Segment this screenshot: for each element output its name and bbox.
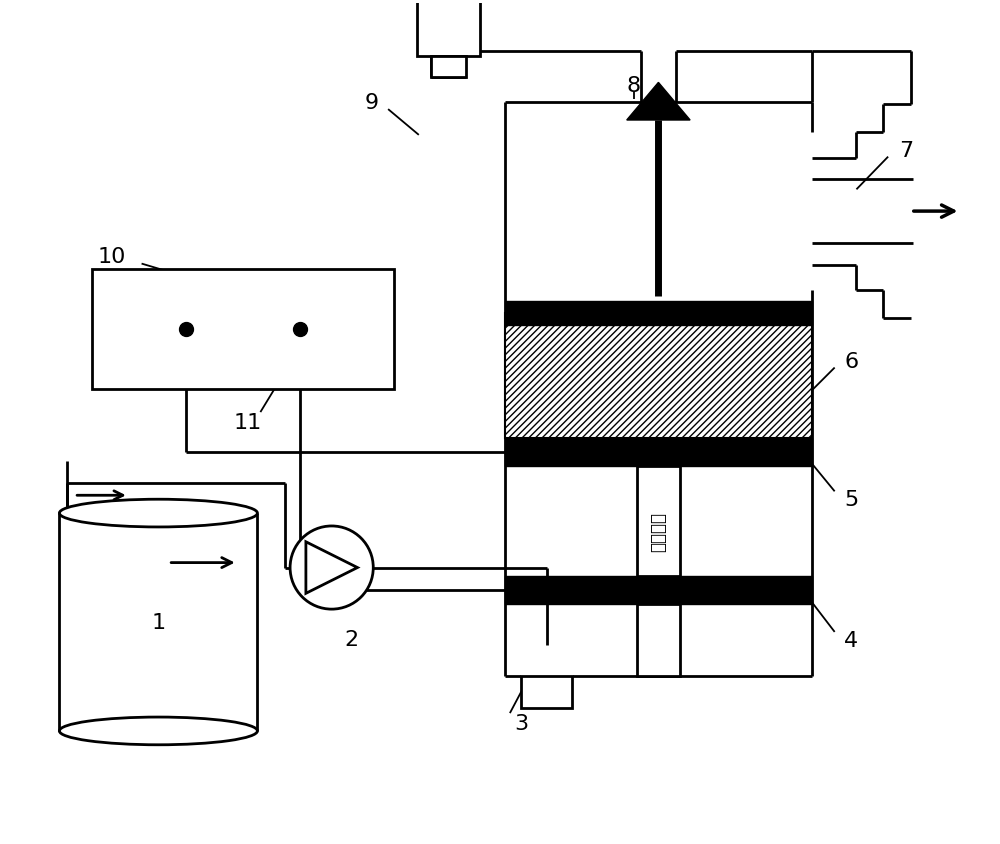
Text: 9: 9: [364, 93, 378, 113]
Text: 10: 10: [98, 246, 126, 267]
Text: 1: 1: [151, 612, 165, 632]
Bar: [431, 57, 466, 78]
Text: 3: 3: [515, 713, 529, 733]
Text: 水流方向: 水流方向: [649, 511, 667, 551]
Text: 8: 8: [627, 76, 641, 96]
Text: 4: 4: [844, 630, 859, 650]
Text: 7: 7: [899, 141, 913, 160]
Polygon shape: [627, 84, 690, 121]
Bar: [417, 0, 480, 57]
Bar: [92, 269, 394, 390]
Text: 11: 11: [233, 413, 262, 432]
Text: 6: 6: [844, 351, 859, 371]
Bar: [505, 314, 812, 438]
Ellipse shape: [59, 500, 257, 528]
Bar: [521, 677, 572, 708]
Circle shape: [290, 527, 373, 609]
Bar: [637, 466, 680, 576]
Ellipse shape: [59, 717, 257, 745]
Text: 2: 2: [344, 629, 359, 649]
Bar: [637, 604, 680, 677]
Text: 5: 5: [844, 490, 859, 510]
